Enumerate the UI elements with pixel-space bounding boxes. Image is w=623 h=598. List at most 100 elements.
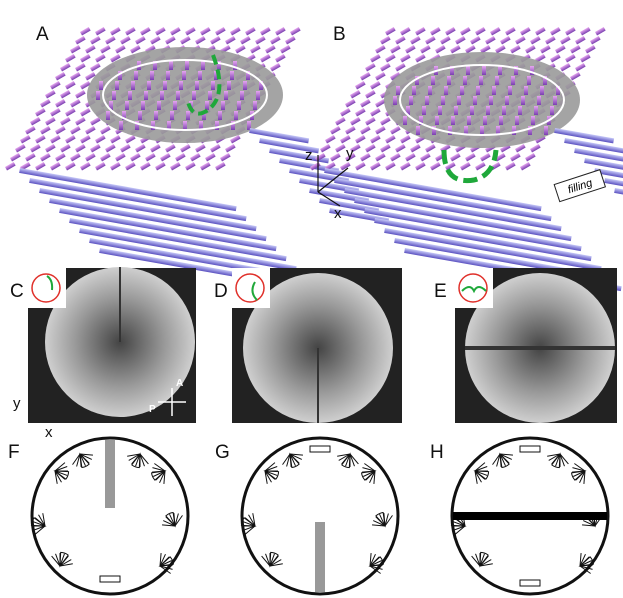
rod — [75, 144, 86, 152]
rod — [144, 91, 148, 100]
defect-mark — [520, 580, 540, 586]
rod — [375, 153, 386, 161]
rod — [135, 144, 146, 152]
rod — [505, 96, 509, 105]
rod — [10, 153, 21, 161]
rod — [380, 144, 391, 152]
rod — [55, 72, 66, 80]
rod — [320, 144, 331, 152]
defect-mark — [310, 446, 330, 452]
rod — [330, 126, 341, 134]
rod — [120, 144, 131, 152]
rod — [454, 106, 458, 115]
rod — [208, 91, 212, 100]
rod — [45, 90, 56, 98]
rod — [530, 36, 541, 44]
rod — [125, 135, 136, 143]
rod — [370, 81, 381, 89]
rod — [498, 66, 502, 75]
rod — [50, 162, 61, 170]
rod — [163, 81, 167, 90]
rod — [340, 108, 351, 116]
rod — [55, 99, 66, 107]
rod — [240, 36, 251, 44]
rod — [182, 71, 186, 80]
rod — [410, 36, 421, 44]
rod — [160, 91, 164, 100]
rod — [138, 111, 142, 120]
rod — [479, 76, 483, 85]
rod — [80, 135, 91, 143]
axis-label: y — [13, 395, 21, 412]
rod — [580, 54, 591, 62]
rod — [106, 111, 110, 120]
axis-label: x — [334, 205, 342, 222]
rod — [345, 126, 356, 134]
rod — [544, 126, 548, 135]
rod — [355, 135, 366, 143]
rod — [400, 162, 411, 170]
rod — [385, 27, 396, 35]
rod — [495, 45, 506, 53]
rod — [451, 116, 455, 125]
rod — [155, 162, 166, 170]
rod — [90, 144, 101, 152]
rod — [75, 36, 86, 44]
rod — [70, 126, 81, 134]
rod — [180, 36, 191, 44]
panel-label: E — [434, 281, 447, 302]
rod — [325, 135, 336, 143]
rod — [465, 153, 476, 161]
rod — [460, 27, 471, 35]
rod — [422, 106, 426, 115]
bar — [614, 188, 623, 203]
rod — [280, 45, 291, 53]
rod — [360, 99, 371, 107]
panel-label: D — [214, 281, 228, 302]
rod — [185, 27, 196, 35]
rod — [540, 45, 551, 53]
panel-label: C — [10, 281, 24, 302]
rod — [165, 36, 176, 44]
rod — [80, 27, 91, 35]
rod — [400, 135, 411, 143]
rod — [460, 86, 464, 95]
rod — [405, 153, 416, 161]
rod — [390, 126, 401, 134]
bar — [554, 128, 614, 143]
rod — [25, 126, 36, 134]
rod — [265, 45, 276, 53]
rod — [475, 162, 486, 170]
rod — [170, 111, 174, 120]
rod — [515, 116, 519, 125]
rod — [173, 101, 177, 110]
rod — [360, 153, 371, 161]
illustration — [5, 27, 623, 594]
rod — [435, 116, 439, 125]
rod — [176, 91, 180, 100]
rod — [455, 36, 466, 44]
rod — [380, 36, 391, 44]
rod — [480, 153, 491, 161]
rod — [65, 135, 76, 143]
rod — [375, 45, 386, 53]
defect-line — [105, 440, 115, 508]
rod — [425, 96, 429, 105]
rod — [350, 90, 361, 98]
rod — [340, 135, 351, 143]
rod — [420, 153, 431, 161]
rod — [80, 108, 91, 116]
rod — [441, 96, 445, 105]
rod — [486, 106, 490, 115]
rod — [467, 116, 471, 125]
rod — [521, 96, 525, 105]
rod — [65, 108, 76, 116]
rod — [425, 144, 436, 152]
rod — [170, 27, 181, 35]
rod — [45, 144, 56, 152]
rod — [395, 36, 406, 44]
rod — [355, 108, 366, 116]
rod — [200, 27, 211, 35]
rod — [218, 111, 222, 120]
rod — [55, 126, 66, 134]
